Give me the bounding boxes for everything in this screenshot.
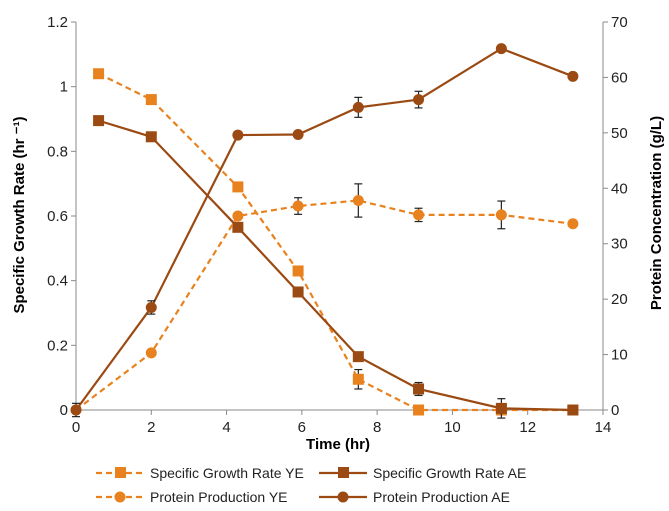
y-tick-label-left: 0 xyxy=(60,402,68,419)
data-point xyxy=(567,218,579,230)
data-point xyxy=(413,404,425,416)
data-point xyxy=(70,404,82,416)
data-point xyxy=(145,94,157,106)
data-point xyxy=(93,115,105,127)
data-point xyxy=(145,131,157,143)
series-1 xyxy=(93,68,579,416)
y-tick-label-right: 30 xyxy=(611,236,628,253)
data-point xyxy=(567,404,579,416)
data-point xyxy=(232,221,244,233)
legend-marker xyxy=(337,491,349,503)
legend-label: Protein Production AE xyxy=(373,489,510,505)
data-point xyxy=(145,301,157,313)
y-tick-label-right: 60 xyxy=(611,69,628,86)
legend-marker xyxy=(114,491,126,503)
data-point xyxy=(232,210,244,222)
x-axis-title: Time (hr) xyxy=(306,436,370,453)
series-line xyxy=(98,119,573,412)
data-point xyxy=(567,70,579,82)
data-point xyxy=(232,181,244,193)
data-point xyxy=(145,347,157,359)
x-tick-label: 6 xyxy=(298,419,306,436)
data-point xyxy=(413,94,425,106)
x-tick-label: 12 xyxy=(519,419,536,436)
data-point xyxy=(93,68,105,80)
data-point xyxy=(352,351,364,363)
y-axis-title-right: Protein Concentration (g/L) xyxy=(648,116,665,310)
x-tick-label: 10 xyxy=(444,419,461,436)
data-point xyxy=(292,200,304,212)
data-point xyxy=(495,209,507,221)
x-tick-label: 2 xyxy=(147,419,155,436)
y-tick-label-right: 70 xyxy=(611,14,628,31)
data-point xyxy=(413,209,425,221)
data-point xyxy=(495,43,507,55)
legend-label: Protein Production YE xyxy=(150,489,288,505)
y-tick-label-right: 50 xyxy=(611,125,628,142)
data-point xyxy=(292,286,304,298)
legend: Specific Growth Rate YE Specific Growth R… xyxy=(96,465,526,505)
data-point xyxy=(495,402,507,414)
x-tick-label: 0 xyxy=(72,419,80,436)
y-tick-label-left: 0.2 xyxy=(47,337,68,354)
y-tick-label-right: 40 xyxy=(611,180,628,197)
y-tick-label-right: 20 xyxy=(611,291,628,308)
y-axis-title-left: Specific Growth Rate (hr ⁻¹) xyxy=(11,116,28,313)
legend-item: Specific Growth Rate AE xyxy=(319,465,526,481)
y-tick-label-left: 0.6 xyxy=(47,208,68,225)
y-tick-label-right: 10 xyxy=(611,347,628,364)
x-tick-label: 14 xyxy=(595,419,612,436)
legend-label: Specific Growth Rate YE xyxy=(150,465,304,481)
data-point xyxy=(352,373,364,385)
data-point xyxy=(292,129,304,141)
x-tick-label: 4 xyxy=(222,419,230,436)
data-point xyxy=(413,383,425,395)
series-3 xyxy=(70,183,579,416)
y-tick-label-left: 0.8 xyxy=(47,143,68,160)
y-tick-label-left: 1.2 xyxy=(47,14,68,31)
legend-item: Specific Growth Rate YE xyxy=(96,465,304,481)
data-point xyxy=(292,265,304,277)
axes: 0 2 4 6 8 10 12 1400.20.40.60.811.2010203040506… xyxy=(47,14,628,436)
y-tick-label-left: 0.4 xyxy=(47,273,68,290)
data-point xyxy=(352,101,364,113)
x-tick-label: 8 xyxy=(373,419,381,436)
series-line xyxy=(98,72,573,412)
legend-item: Protein Production AE xyxy=(319,489,510,505)
legend-label: Specific Growth Rate AE xyxy=(373,465,526,481)
y-tick-label-left: 1 xyxy=(60,79,68,96)
series-4 xyxy=(70,43,579,418)
legend-item: Protein Production YE xyxy=(96,489,288,505)
legend-marker xyxy=(115,467,126,478)
y-tick-label-right: 0 xyxy=(611,402,619,419)
legend-marker xyxy=(338,467,349,478)
series-line xyxy=(75,199,574,411)
data-point xyxy=(232,129,244,141)
series-2 xyxy=(93,115,579,419)
data-point xyxy=(352,194,364,206)
series-layer xyxy=(70,43,579,419)
series-line xyxy=(75,47,574,411)
